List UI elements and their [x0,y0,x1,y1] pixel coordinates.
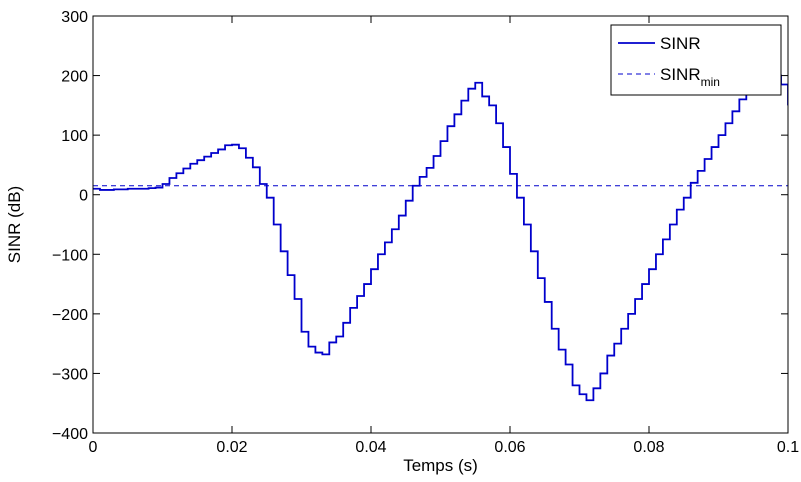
y-tick-label: 0 [79,188,88,205]
x-axis-ticks: 0 0.02 0.04 0.06 0.08 0.1 [89,16,799,456]
y-tick-label: 200 [61,69,88,86]
y-axis-title: SINR (dB) [5,186,24,263]
y-tick-label: 300 [61,9,88,26]
legend-box [610,24,782,96]
x-tick-label: 0 [89,439,98,456]
y-tick-label: −100 [52,247,88,264]
y-tick-label: −200 [52,307,88,324]
y-tick-label: −300 [52,366,88,383]
y-tick-label: −400 [52,426,88,443]
x-tick-label: 0.04 [355,439,386,456]
x-tick-label: 0.02 [216,439,247,456]
y-axis-ticks: −400 −300 −200 −100 0 100 200 300 [52,9,788,443]
y-tick-label: 100 [61,128,88,145]
legend-label: SINR [660,34,701,53]
series-layer [93,68,788,402]
x-tick-label: 0.06 [494,439,525,456]
x-tick-label: 0.1 [777,439,799,456]
series-line-sinr [93,68,788,402]
legend: SINR SINRmin [610,24,782,96]
legend-label: SINRmin [660,65,720,89]
x-tick-label: 0.08 [633,439,664,456]
plot-frame [92,15,789,434]
x-axis-title: Temps (s) [403,456,478,475]
